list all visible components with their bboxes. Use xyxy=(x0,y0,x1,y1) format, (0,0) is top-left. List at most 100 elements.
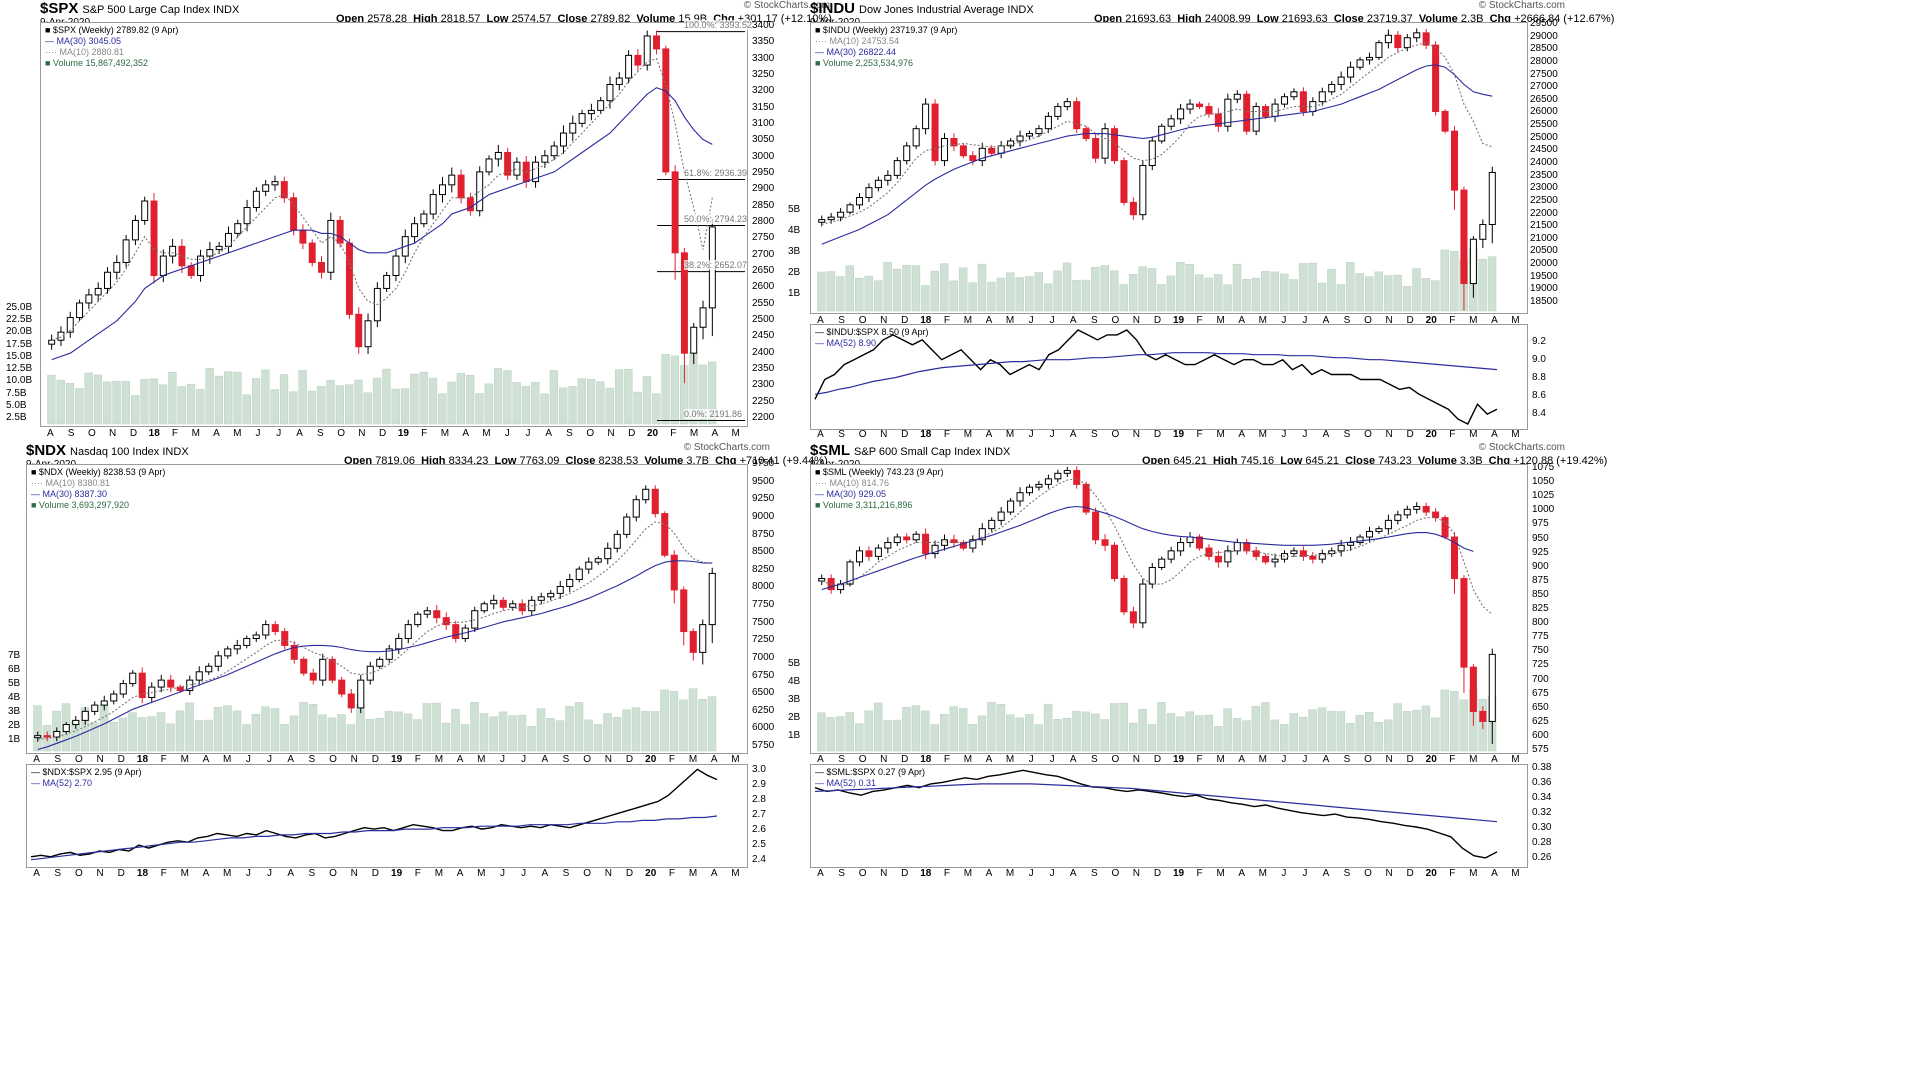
candle-body xyxy=(597,100,605,111)
candle-body xyxy=(1035,128,1043,135)
month-label: O xyxy=(583,754,592,765)
candle-body xyxy=(1271,103,1279,117)
candle-body xyxy=(1441,517,1449,538)
volume-bar xyxy=(996,277,1006,312)
volume-bar xyxy=(84,372,93,425)
volume-bar xyxy=(177,386,186,425)
month-label: F xyxy=(171,428,179,439)
y-tick-label: 2800 xyxy=(752,216,775,227)
price-plot: ■ $INDU (Weekly) 23719.37 (9 Apr) ···· M… xyxy=(810,22,1528,314)
volume-bar xyxy=(641,711,650,752)
candle-body xyxy=(1441,110,1449,132)
ratio-chart-svg xyxy=(30,768,718,861)
candle-body xyxy=(708,572,716,626)
month-label: S xyxy=(67,428,75,439)
candle-body xyxy=(48,339,56,345)
month-label: F xyxy=(670,428,677,439)
volume-bar xyxy=(614,369,624,425)
candle-body xyxy=(66,317,74,333)
candle-body xyxy=(1422,506,1430,513)
volume-bar xyxy=(1034,272,1043,312)
y-tick-label: 3100 xyxy=(752,118,775,129)
month-label: S xyxy=(1343,868,1351,879)
candle-body xyxy=(336,219,344,244)
volume-bar xyxy=(517,714,527,752)
candle-body xyxy=(1460,189,1468,285)
candle-body xyxy=(234,223,242,234)
candle-body xyxy=(969,155,977,162)
volume-bar xyxy=(593,724,603,752)
month-label: J xyxy=(1049,868,1055,879)
legend-ma10: ···· MA(10) 8380.81 xyxy=(31,478,111,488)
volume-bar xyxy=(131,395,140,425)
month-label: F xyxy=(943,868,950,879)
candle-body xyxy=(874,179,882,189)
fib-label: 38.2%: 2652.07 xyxy=(684,259,748,270)
candle-body xyxy=(903,145,911,162)
volume-bar xyxy=(308,704,318,752)
candle-body xyxy=(632,499,640,518)
candle-body xyxy=(606,84,614,102)
volume-bar xyxy=(149,378,158,425)
volume-bar xyxy=(968,282,977,312)
month-label: J xyxy=(521,868,527,879)
volume-bar xyxy=(1025,714,1034,752)
volume-bar xyxy=(873,702,883,752)
candle-body xyxy=(309,672,317,681)
month-label: 19 xyxy=(1172,754,1185,765)
month-label: S xyxy=(562,868,570,879)
volume-bar xyxy=(1157,284,1166,312)
ratio-chart-svg xyxy=(814,769,1498,859)
month-label: M xyxy=(1258,754,1267,765)
candle-body xyxy=(1158,558,1166,568)
candle-body xyxy=(1158,125,1166,142)
y-tick-label: 725 xyxy=(1532,659,1549,671)
y-tick-label: 7750 xyxy=(752,599,775,610)
volume-bar xyxy=(624,368,633,425)
index-name: Nasdaq 100 Index xyxy=(70,446,160,458)
month-label: N xyxy=(880,868,888,879)
month-label: 20 xyxy=(645,754,657,765)
volume-bar xyxy=(419,371,428,425)
volume-bar xyxy=(47,375,56,425)
candle-body xyxy=(922,103,930,130)
candle-body xyxy=(513,161,521,176)
volume-bar xyxy=(949,706,958,752)
volume-bar xyxy=(1242,279,1251,312)
y-tick-label: 7250 xyxy=(752,634,775,646)
y-tick-label: 975 xyxy=(1532,518,1549,530)
volume-bar xyxy=(921,285,930,312)
candle-body xyxy=(1016,492,1024,502)
month-label: O xyxy=(1364,868,1372,879)
volume-bar xyxy=(261,369,270,425)
candle-body xyxy=(243,207,251,225)
candle-body xyxy=(1488,653,1496,722)
month-label: M xyxy=(1511,315,1520,326)
candle-body xyxy=(81,710,89,721)
volume-bar xyxy=(940,714,949,752)
volume-bar xyxy=(65,383,75,425)
candle-body xyxy=(433,610,441,619)
candle-body xyxy=(997,145,1005,154)
month-label: M xyxy=(1258,429,1267,440)
candle-body xyxy=(1224,550,1232,563)
ratio-tick-label: 0.26 xyxy=(1532,852,1552,863)
month-label: J xyxy=(1049,429,1055,440)
y-tick-label: 24000 xyxy=(1530,157,1558,168)
y-tick-label: 28500 xyxy=(1530,43,1558,55)
month-label: N xyxy=(1385,754,1393,765)
month-label: M xyxy=(482,428,491,439)
volume-bar xyxy=(1251,706,1261,752)
candle-body xyxy=(1280,96,1289,105)
y-tick-label: 6750 xyxy=(752,669,775,681)
month-label: N xyxy=(604,754,612,765)
candle-body xyxy=(1110,128,1119,162)
candle-body xyxy=(110,693,118,702)
candle-body xyxy=(1347,66,1355,78)
month-label: A xyxy=(1491,315,1498,326)
candle-body xyxy=(575,568,583,581)
candle-body xyxy=(1233,542,1241,552)
candle-body xyxy=(1205,106,1213,115)
candle-body xyxy=(300,658,308,674)
candle-body xyxy=(1479,710,1487,722)
